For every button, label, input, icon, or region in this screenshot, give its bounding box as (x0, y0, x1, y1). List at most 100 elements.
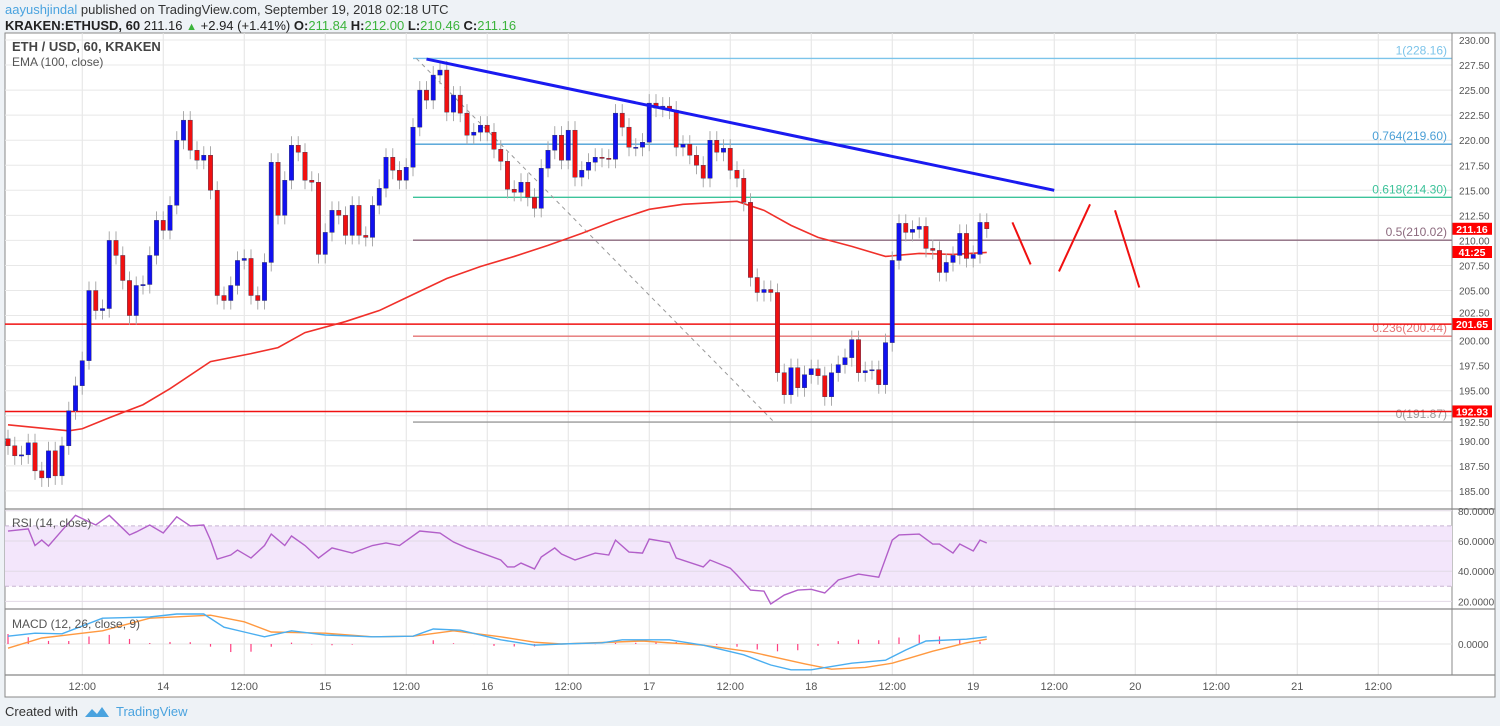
candle-down (876, 369, 882, 385)
candle-up (849, 339, 855, 358)
fib-level-label: 0.618(214.30) (1372, 182, 1447, 196)
candle-up (167, 205, 173, 231)
candle-up (889, 260, 895, 343)
candle-down (619, 112, 625, 128)
candle-down (309, 180, 315, 183)
candle-up (147, 255, 153, 285)
candle-down (302, 152, 308, 181)
x-tick-label: 17 (643, 681, 655, 693)
candle-up (154, 220, 159, 256)
candle-up (802, 374, 807, 388)
candle-up (835, 364, 841, 373)
x-tick-label: 12:00 (878, 681, 906, 693)
candle-up (707, 139, 713, 179)
author-link[interactable]: aayushjindal (5, 2, 78, 17)
x-tick-label: 20 (1129, 681, 1141, 693)
candle-up (862, 370, 868, 373)
tradingview-brand-link[interactable]: TradingView (115, 704, 188, 719)
candle-up (633, 147, 639, 149)
countdown-tag-bg (1452, 246, 1492, 258)
candle-up (241, 258, 247, 261)
x-tick-label: 19 (967, 681, 979, 693)
candle-down (626, 126, 632, 148)
y-tick-label: 205.00 (1459, 287, 1490, 298)
candle-up (376, 188, 382, 206)
ema-legend: EMA (100, close) (12, 55, 103, 69)
candle-up (383, 157, 389, 189)
rsi-line (7, 514, 988, 605)
candle-down (316, 182, 321, 255)
x-tick-label: 12:00 (554, 681, 582, 693)
candle-down (768, 289, 774, 293)
x-tick-label: 12:00 (392, 681, 420, 693)
candle-down (208, 155, 213, 191)
price-change: +2.94 (+1.41%) (200, 18, 291, 33)
candle-up (613, 112, 618, 160)
rsi-tick-label: 60.0000 (1458, 537, 1495, 548)
candle-down (700, 165, 706, 179)
candle-down (39, 470, 45, 479)
candle-down (606, 158, 612, 160)
candle-up (970, 254, 976, 259)
candle-down (255, 295, 261, 301)
y-tick-label: 227.50 (1459, 61, 1490, 72)
candle-down (937, 250, 942, 273)
candle-up (808, 368, 814, 375)
candle-up (329, 210, 335, 233)
x-tick-label: 12:00 (1202, 681, 1230, 693)
candle-down (532, 197, 537, 209)
candle-down (511, 189, 517, 193)
level-price-tag: 192.93 (1456, 406, 1488, 418)
candle-down (390, 157, 396, 171)
candle-up (640, 142, 645, 148)
candle-up (437, 69, 443, 76)
candle-up (910, 229, 915, 233)
candle-down (856, 339, 861, 373)
y-tick-label: 215.00 (1459, 186, 1490, 197)
macd-line (7, 613, 987, 671)
level-price-tag: 201.65 (1456, 319, 1488, 331)
candle-down (781, 372, 787, 395)
y-tick-label: 217.50 (1459, 161, 1490, 172)
candle-down (32, 442, 38, 472)
candle-down (127, 280, 132, 316)
candle-up (579, 170, 585, 178)
candle-up (289, 145, 294, 181)
y-tick-label: 210.00 (1459, 236, 1490, 247)
candle-up (680, 144, 686, 148)
resistance-trendline (426, 57, 1055, 192)
candle-up (235, 260, 240, 286)
x-tick-label: 18 (805, 681, 817, 693)
candle-down (525, 182, 531, 198)
macd-tick-label: 0.0000 (1458, 640, 1489, 651)
candle-up (883, 342, 888, 385)
candle-up (518, 182, 524, 193)
candle-up (262, 262, 267, 301)
candle-down (336, 210, 342, 216)
candle-down (984, 222, 990, 229)
candle-down (727, 148, 733, 171)
y-tick-label: 187.50 (1459, 462, 1490, 473)
candle-up (761, 289, 767, 293)
fib-level-label: 0.236(200.44) (1372, 321, 1447, 335)
rsi-legend: RSI (14, close) (12, 516, 91, 530)
open-value: 211.84 (308, 18, 348, 33)
candle-down (52, 450, 58, 477)
last-price-tag: 211.16 (1456, 224, 1488, 236)
candle-up (349, 205, 355, 236)
candle-down (397, 170, 402, 181)
candle-down (113, 240, 119, 256)
candle-down (248, 258, 254, 296)
candle-down (444, 69, 450, 113)
candle-up (370, 205, 375, 238)
candle-up (100, 308, 105, 311)
publish-text: published on TradingView.com, September … (80, 2, 449, 17)
candle-down (457, 94, 463, 114)
candle-up (25, 442, 31, 456)
candle-down (505, 161, 510, 190)
level-price-tag-bg (1452, 318, 1492, 331)
projection-path-line (1114, 210, 1141, 288)
candle-down (464, 112, 470, 136)
y-tick-label: 185.00 (1459, 487, 1490, 498)
